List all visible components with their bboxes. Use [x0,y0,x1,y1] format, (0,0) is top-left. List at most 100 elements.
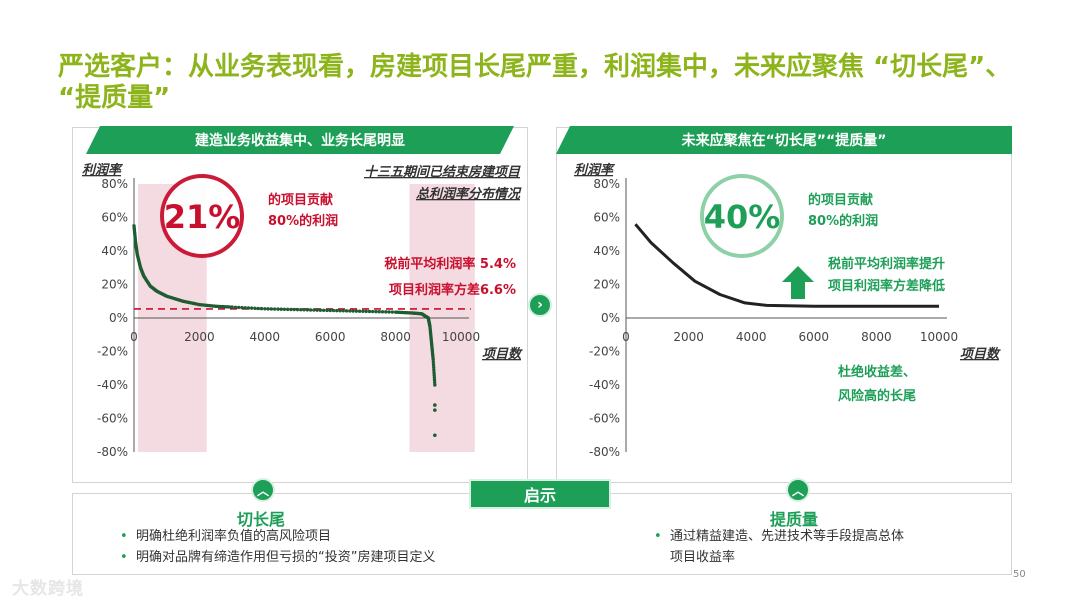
left-chart: 80% 60% 40% 20% 0% -20% -40% -60% -80% 0 2000 4000 6… [82,162,523,459]
data-point [253,306,257,310]
list-item: 项目收益率 [652,547,1002,568]
data-point [269,307,274,311]
cut-tail-title: 切长尾 [237,510,286,529]
data-point [246,306,251,310]
data-point [433,383,437,387]
data-point [432,380,437,385]
x-tick-label: 0 [622,330,630,344]
data-point [367,309,372,314]
insights-banner: 启示 [469,479,611,509]
data-point [299,308,303,312]
chevron-up-icon[interactable]: ︿ [786,478,810,502]
data-point [328,308,332,313]
data-point [236,305,241,310]
data-point [344,309,349,313]
data-point [338,309,342,313]
data-point [240,305,244,310]
data-point [432,378,437,382]
data-point [384,310,388,314]
x-tick-label: 8000 [861,330,892,344]
y-tick-label: 60% [593,211,620,225]
quality-list: 通过精益建造、先进技术等手段提高总体 项目收益率 [652,526,1002,568]
data-point [315,308,319,312]
x-tick-label: 4000 [250,330,281,344]
data-point [351,309,355,313]
next-arrow-icon[interactable]: › [528,293,552,317]
data-point [289,307,293,312]
contribution-label: 的项目贡献 [808,192,873,208]
data-point [233,305,238,309]
x-axis-label: 项目数 [960,346,1001,362]
avg-margin-stat: 税前平均利润率 5.4% [384,256,516,272]
data-point [432,368,436,372]
data-point [374,309,378,314]
data-point [285,307,290,312]
chart-title: 十三五期间已结束房建项目 [364,164,521,180]
data-point [354,309,359,313]
data-point [292,307,296,312]
data-point [432,375,437,380]
y-axis-label: 利润率 [82,162,124,178]
data-point [432,373,436,377]
data-point [321,308,326,312]
y-tick-label: -60% [97,412,128,426]
data-point [357,309,362,313]
data-point [380,310,385,314]
y-tick-label: 80% [101,177,128,191]
contribution-label: 的项目贡献 [268,192,333,208]
x-tick-label: 8000 [380,330,411,344]
highlight-circle [160,174,244,258]
x-tick-label: 4000 [736,330,767,344]
data-point [276,307,280,311]
y-tick-label: -20% [589,345,620,359]
x-tick-label: 6000 [799,330,830,344]
data-point [318,308,323,312]
data-point [256,306,260,311]
big-percent: 40% [704,198,781,236]
data-point [390,310,395,314]
data-point [272,307,277,311]
x-tick-label: 10000 [442,330,480,344]
data-point [295,307,300,312]
right-panel-banner: 未来应聚焦在“切长尾”“提质量” [556,126,1012,154]
page-title: 严选客户：从业务表现看，房建项目长尾严重，利润集中，未来应聚焦 “切长尾”、 “… [58,52,1012,113]
cut-tail-list: 明确杜绝利润率负值的高风险项目 明确对品牌有缔造作用但亏损的“投资”房建项目定义 [118,526,578,568]
big-percent: 21% [164,198,241,236]
y-tick-label: -40% [97,378,128,392]
highlight-circle [700,174,784,258]
x-tick-label: 0 [130,330,138,344]
right-chart: 80% 60% 40% 20% 0% -20% -40% -60% -80% 0 2000 4000 6… [574,162,1001,459]
list-item: 明确杜绝利润率负值的高风险项目 [118,526,578,547]
y-tick-label: -80% [97,445,128,459]
data-point [312,308,316,312]
chevron-up-icon[interactable]: ︿ [251,478,275,502]
data-point [431,365,436,370]
data-point [335,308,339,313]
projected-curve [634,223,939,308]
outlier-point [433,403,437,407]
data-point [308,308,313,312]
y-tick-label: 20% [101,278,128,292]
list-item: 通过精益建造、先进技术等手段提高总体 [652,526,1002,547]
x-tick-label: 2000 [673,330,704,344]
y-tick-label: -80% [589,445,620,459]
data-point [432,370,436,375]
x-tick-label: 2000 [184,330,215,344]
data-point [431,360,436,365]
y-tick-label: 60% [101,211,128,225]
data-point [263,307,267,311]
data-point [259,306,264,311]
contribution-label: 80%的利润 [268,213,338,229]
chart-title: 总利润率分布情况 [416,186,522,202]
data-point [361,309,365,313]
data-point [243,306,247,310]
data-point [331,308,336,313]
note-label: 杜绝收益差、 [838,364,916,380]
data-point [371,309,375,314]
y-tick-label: 0% [601,311,620,325]
list-item: 明确对品牌有缔造作用但亏损的“投资”房建项目定义 [118,547,578,568]
data-point [325,308,329,313]
arrow-up-icon [782,266,814,299]
note-label: 风险高的长尾 [838,388,916,404]
x-tick-label: 10000 [920,330,958,344]
